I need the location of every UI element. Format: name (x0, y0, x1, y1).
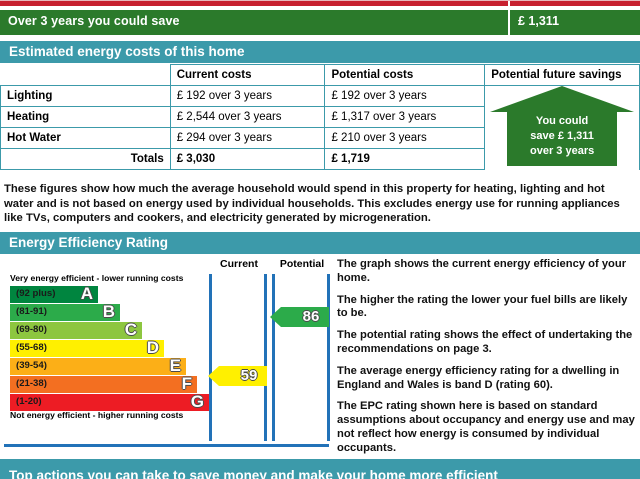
totals-label: Totals (0, 148, 171, 170)
eer-band-c-range: (69-80) (16, 324, 47, 335)
savings-house-cell: You could save £ 1,311 over 3 years (484, 85, 640, 170)
house-graphic: You could save £ 1,311 over 3 years (490, 86, 635, 166)
eer-paragraph-1: The graph shows the current energy effic… (337, 258, 627, 284)
savings-bar-divider (508, 10, 510, 35)
eer-band-d: (55-68) D (10, 338, 164, 357)
eer-band-f-letter: F (181, 374, 192, 393)
section-header-eer-label: Energy Efficiency Rating (9, 235, 169, 250)
section-header-estimated-costs-label: Estimated energy costs of this home (9, 44, 245, 59)
row-label-lighting: Lighting (0, 85, 171, 107)
eer-explanatory-text: The graph shows the current energy effic… (337, 258, 637, 464)
table-totals-row: Totals £ 3,030 £ 1,719 (0, 148, 640, 170)
eer-band-g-letter: G (190, 392, 204, 411)
eer-band-e: (39-54) E (10, 356, 186, 375)
totals-potential: £ 1,719 (324, 148, 486, 170)
eer-band-b: (81-91) B (10, 302, 120, 321)
eer-band-d-range: (55-68) (16, 342, 47, 353)
table-header-current-costs: Current costs (169, 64, 326, 86)
eer-band-e-range: (39-54) (16, 360, 47, 371)
eer-paragraph-2: The higher the rating the lower your fue… (337, 293, 628, 320)
eer-column-header-current: Current (220, 258, 258, 270)
house-text-line2: save £ 1,311 (530, 130, 594, 142)
costs-explanatory-note: These figures show how much the average … (4, 183, 620, 225)
eer-column-box-potential (272, 274, 330, 441)
red-bar-divider (508, 1, 510, 6)
section-header-energy-efficiency-rating: Energy Efficiency Rating (0, 232, 640, 254)
table-row: Heating £ 2,544 over 3 years £ 1,317 ove… (0, 106, 640, 128)
eer-band-e-letter: E (169, 356, 181, 375)
row-potential-hot-water: £ 210 over 3 years (324, 127, 486, 149)
table-row: Lighting £ 192 over 3 years £ 192 over 3… (0, 85, 640, 170)
eer-band-a-letter: A (80, 284, 93, 303)
row-label-hot-water: Hot Water (0, 127, 171, 149)
eer-caption-top: Very energy efficient - lower running co… (10, 273, 184, 283)
row-current-lighting: £ 192 over 3 years (169, 85, 326, 107)
row-potential-heating: £ 1,317 over 3 years (324, 106, 486, 128)
eer-band-list: (92 plus) A (81-91) B (69-80) C (55-68) … (10, 284, 209, 412)
eer-graph: Very energy efficient - lower running co… (4, 258, 330, 447)
table-header-potential-savings: Potential future savings (484, 64, 640, 86)
house-graphic-text: You could save £ 1,311 over 3 years (490, 114, 634, 159)
totals-current: £ 3,030 (169, 148, 326, 170)
house-roof-shape (490, 86, 635, 112)
table-header-row: Current costs Potential costs Potential … (0, 64, 640, 86)
section-header-top-actions-label: Top actions you can take to save money a… (9, 468, 498, 479)
eer-band-b-range: (81-91) (16, 306, 47, 317)
row-label-heating: Heating (0, 106, 171, 128)
eer-paragraph-5: The EPC rating shown here is based on st… (337, 400, 635, 454)
savings-summary-label: Over 3 years you could save (8, 14, 180, 28)
table-header-potential-costs: Potential costs (324, 64, 486, 86)
house-body-shape (507, 112, 618, 166)
eer-band-c-letter: C (124, 320, 137, 339)
savings-summary-bar: Over 3 years you could save £ 1,311 (0, 10, 640, 35)
table-row: Hot Water £ 294 over 3 years £ 210 over … (0, 127, 640, 149)
eer-caption-bottom: Not energy efficient - higher running co… (10, 410, 184, 420)
eer-paragraph-4: The average energy efficiency rating for… (337, 364, 620, 391)
eer-rating-columns: Current Potential 59 86 (208, 258, 333, 444)
house-text-line3: over 3 years (530, 145, 595, 157)
eer-band-d-letter: D (146, 338, 159, 357)
eer-band-g: (1-20) G (10, 392, 209, 411)
eer-band-a: (92 plus) A (10, 284, 98, 303)
row-current-hot-water: £ 294 over 3 years (169, 127, 326, 149)
eer-potential-rating-badge: 86 (270, 307, 329, 327)
eer-band-b-letter: B (102, 302, 115, 321)
eer-band-a-range: (92 plus) (16, 288, 56, 299)
energy-costs-table: Current costs Potential costs Potential … (0, 64, 640, 170)
eer-column-box-current (209, 274, 267, 441)
eer-paragraph-3: The potential rating shows the effect of… (337, 329, 633, 355)
eer-band-f-range: (21-38) (16, 378, 47, 389)
eer-current-rating-badge: 59 (208, 366, 267, 386)
energy-efficiency-rating-section: Very energy efficient - lower running co… (0, 258, 640, 454)
eer-band-g-range: (1-20) (16, 396, 42, 407)
section-header-top-actions: Top actions you can take to save money a… (0, 459, 640, 479)
section-header-estimated-costs: Estimated energy costs of this home (0, 41, 640, 63)
top-red-bar (0, 0, 640, 8)
row-potential-lighting: £ 192 over 3 years (324, 85, 486, 107)
table-header-blank (0, 64, 171, 86)
row-current-heating: £ 2,544 over 3 years (169, 106, 326, 128)
savings-summary-value: £ 1,311 (518, 14, 560, 28)
house-text-line1: You could (535, 115, 589, 127)
eer-band-c: (69-80) C (10, 320, 142, 339)
eer-column-header-potential: Potential (279, 258, 325, 270)
eer-band-f: (21-38) F (10, 374, 197, 393)
